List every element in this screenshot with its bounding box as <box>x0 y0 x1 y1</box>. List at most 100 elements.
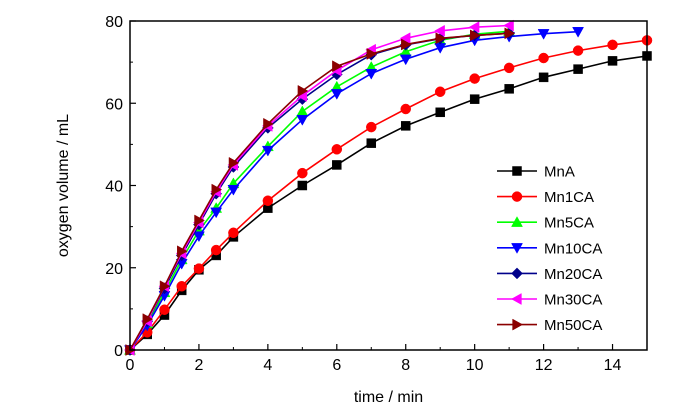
series-line <box>129 32 510 351</box>
x-tick-label: 10 <box>466 357 484 374</box>
data-point <box>572 27 584 38</box>
data-point <box>263 117 274 130</box>
data-point <box>399 54 412 66</box>
data-point <box>332 160 342 170</box>
series-line <box>129 24 510 351</box>
data-point <box>366 138 377 148</box>
data-point <box>607 39 618 51</box>
data-point <box>537 29 550 40</box>
series-line <box>129 32 510 351</box>
legend-label: Mn1CA <box>544 189 594 206</box>
data-point <box>470 29 481 42</box>
data-point <box>573 64 583 74</box>
data-point <box>572 45 584 56</box>
legend-marker <box>510 293 522 305</box>
y-tick-label: 40 <box>105 179 123 196</box>
data-point <box>297 84 309 97</box>
series-group <box>123 19 653 357</box>
legend-marker <box>511 243 523 254</box>
legend-label: Mn20CA <box>544 266 602 283</box>
legend-item: Mn1CA <box>497 189 594 206</box>
data-point <box>401 38 412 51</box>
legend-label: MnA <box>544 164 575 181</box>
data-point <box>607 56 618 66</box>
axis-ticks: 0 2 4 6 8 10 12 14 0 20 40 60 80 <box>105 14 621 374</box>
data-point <box>159 304 170 315</box>
data-point <box>538 52 549 64</box>
legend-item: Mn50CA <box>497 317 602 334</box>
legend-label: Mn50CA <box>544 317 602 334</box>
data-point <box>296 115 309 126</box>
data-point <box>468 21 480 34</box>
data-point <box>177 245 188 258</box>
data-point <box>504 84 514 94</box>
data-point <box>503 19 514 32</box>
legend-item: Mn5CA <box>497 215 594 232</box>
data-point <box>434 24 445 37</box>
series-Mn50CA <box>125 27 516 356</box>
legend-item: MnA <box>497 164 575 181</box>
legend-item: Mn20CA <box>497 266 602 283</box>
data-point <box>296 105 309 117</box>
data-point <box>193 231 205 243</box>
legend-marker <box>511 267 523 280</box>
data-point <box>330 89 343 100</box>
legend-marker <box>511 191 523 202</box>
legend-label: Mn5CA <box>544 215 594 232</box>
legend-marker <box>511 216 523 227</box>
data-point <box>159 280 171 293</box>
legend: MnA Mn1CA Mn5CA Mn10CA Mn20CA Mn30CA Mn50CA <box>497 164 602 334</box>
data-point <box>210 244 222 256</box>
legend-label: Mn30CA <box>544 292 602 309</box>
series-Mn20CA <box>124 27 515 356</box>
data-point <box>331 144 343 155</box>
legend-marker <box>512 318 524 331</box>
x-tick-label: 12 <box>535 357 553 374</box>
y-tick-label: 0 <box>114 343 123 360</box>
y-tick-label: 80 <box>105 14 123 31</box>
series-line <box>129 30 579 351</box>
data-point <box>228 156 240 169</box>
x-tick-label: 14 <box>604 357 622 374</box>
data-point <box>538 72 549 83</box>
x-tick-label: 2 <box>194 357 203 374</box>
data-point <box>435 32 447 45</box>
data-point <box>210 207 223 219</box>
y-tick-label: 20 <box>105 261 123 278</box>
data-point <box>400 121 411 131</box>
data-point <box>211 183 223 196</box>
data-point <box>176 281 187 292</box>
x-tick-label: 4 <box>263 357 272 374</box>
data-point <box>434 86 446 97</box>
series-Mn5CA <box>124 25 516 355</box>
x-axis-label: time / min <box>354 389 423 406</box>
data-point <box>261 145 274 157</box>
data-point <box>142 313 154 326</box>
data-point <box>503 62 515 74</box>
y-axis-label: oxygen volume / mL <box>55 114 72 257</box>
data-point <box>366 121 377 133</box>
legend-label: Mn10CA <box>544 240 602 257</box>
data-point <box>365 68 378 80</box>
data-point <box>469 94 480 104</box>
data-point <box>193 263 205 274</box>
legend-marker <box>512 166 522 176</box>
data-point <box>400 103 411 115</box>
data-point <box>435 107 445 118</box>
data-point <box>228 227 239 239</box>
data-point <box>504 27 516 40</box>
data-point <box>366 47 378 60</box>
series-Mn1CA <box>124 35 653 356</box>
legend-item: Mn30CA <box>497 292 602 309</box>
data-point <box>297 180 308 191</box>
data-point <box>297 167 308 179</box>
data-point <box>227 184 240 196</box>
data-point <box>262 195 274 206</box>
x-tick-label: 6 <box>332 357 341 374</box>
x-tick-label: 0 <box>126 357 135 374</box>
x-tick-label: 8 <box>401 357 410 374</box>
series-Mn30CA <box>123 19 514 356</box>
data-point <box>469 73 480 84</box>
data-point <box>332 60 343 73</box>
